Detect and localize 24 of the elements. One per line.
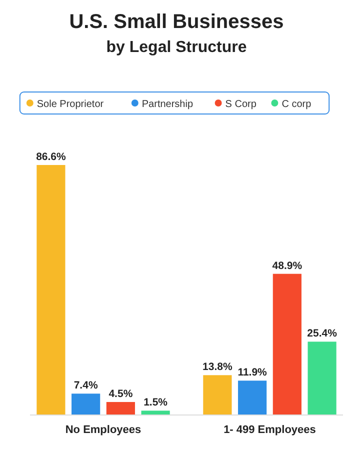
data-label: 86.6%	[36, 151, 66, 163]
bar	[106, 402, 135, 415]
data-label: 13.8%	[202, 361, 233, 374]
data-label: 7.4%	[74, 380, 98, 392]
bar	[203, 375, 232, 415]
data-label: 25.4%	[307, 328, 338, 340]
bar	[72, 394, 100, 415]
legend-label: S Corp	[225, 99, 257, 110]
chart-title: U.S. Small Businesses	[69, 11, 284, 33]
data-label: 11.9%	[238, 366, 268, 379]
data-label: 1.5%	[144, 396, 168, 409]
data-label: 48.9%	[272, 260, 303, 272]
bar	[141, 410, 170, 415]
bar	[272, 274, 302, 415]
legend-label: Partnership	[142, 99, 194, 110]
legend-label: C corp	[282, 99, 312, 110]
bar	[308, 342, 336, 415]
bar	[36, 165, 66, 415]
bar	[238, 380, 267, 415]
x-tick-label: 1- 499 Employees	[224, 424, 316, 436]
legend-label: Sole Proprietor	[36, 99, 104, 110]
chart-subtitle: by Legal Structure	[106, 39, 247, 56]
x-tick-label: No Employees	[65, 424, 142, 436]
data-label: 4.5%	[108, 388, 134, 400]
